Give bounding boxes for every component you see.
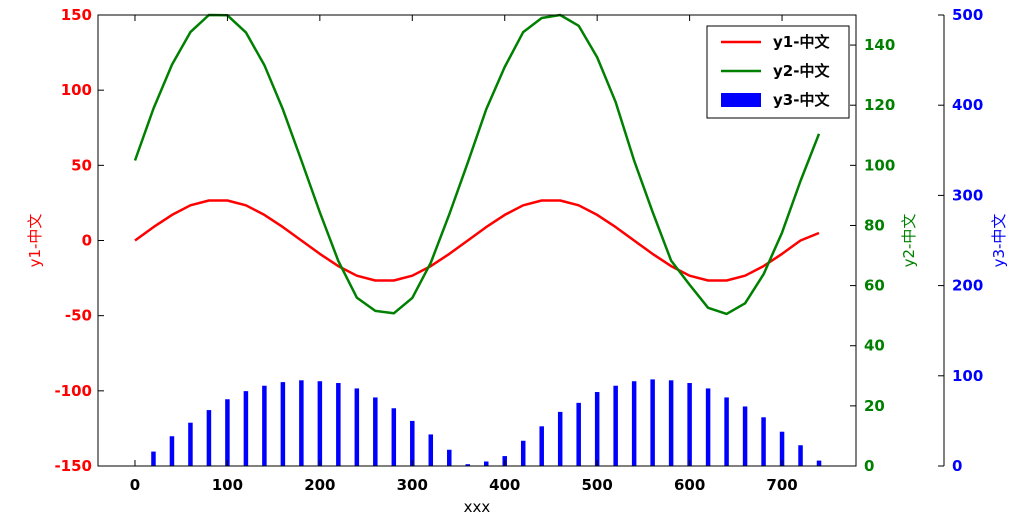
y3-bar bbox=[650, 379, 655, 466]
x-tick-label: 700 bbox=[766, 476, 797, 494]
y3-tick-label: 200 bbox=[952, 277, 983, 295]
y3-bar bbox=[594, 392, 600, 466]
y3-bar bbox=[169, 436, 175, 466]
y3-bar bbox=[299, 380, 304, 466]
legend-label-y3: y3-中文 bbox=[773, 91, 830, 109]
y1-line-series bbox=[134, 199, 820, 282]
y3-axis-label: y3-中文 bbox=[990, 214, 1008, 268]
y2-tick-label: 0 bbox=[864, 457, 874, 475]
y3-tick-label: 0 bbox=[952, 457, 962, 475]
line-series-layer bbox=[133, 13, 821, 316]
y2-tick-label: 140 bbox=[864, 36, 895, 54]
x-axis-label: xxx bbox=[464, 498, 491, 516]
y3-bar bbox=[724, 397, 729, 466]
y3-tick-label: 300 bbox=[952, 186, 983, 204]
y3-bar bbox=[188, 422, 193, 466]
y1-axis-label: y1-中文 bbox=[26, 214, 44, 268]
y1-tick-label: 100 bbox=[61, 81, 92, 99]
y3-bar-series bbox=[151, 379, 822, 466]
y1-tick-label: 50 bbox=[71, 156, 92, 174]
y3-bar bbox=[280, 382, 286, 466]
x-tick-label: 400 bbox=[489, 476, 520, 494]
y3-bar bbox=[354, 388, 360, 466]
y3-bar bbox=[520, 440, 526, 466]
y3-bar bbox=[816, 460, 822, 466]
y2-tick-label: 60 bbox=[864, 277, 885, 295]
y3-bar bbox=[391, 408, 397, 466]
axes-layer: 0 100 200 300 400 500 600 700-150-100-500501001… bbox=[54, 6, 983, 494]
y3-bar bbox=[798, 445, 803, 466]
y2-tick-label: 100 bbox=[864, 156, 895, 174]
y2-axis-label: y2-中文 bbox=[900, 214, 918, 268]
y3-bar bbox=[613, 385, 618, 466]
y1-tick-label: -150 bbox=[54, 457, 92, 475]
x-tick-label: 300 bbox=[397, 476, 428, 494]
y3-bar bbox=[705, 388, 711, 466]
x-tick-label: 100 bbox=[212, 476, 243, 494]
y1-tick-label: -100 bbox=[54, 382, 92, 400]
y1-tick-label: -50 bbox=[65, 307, 92, 325]
y3-bar bbox=[262, 385, 267, 466]
y3-bar bbox=[206, 410, 212, 466]
y2-tick-label: 40 bbox=[864, 337, 885, 355]
x-tick-label: 0 bbox=[130, 476, 140, 494]
y3-bar bbox=[761, 417, 766, 466]
y3-bar bbox=[668, 380, 674, 466]
y2-tick-label: 20 bbox=[864, 397, 885, 415]
y3-bar bbox=[687, 383, 692, 466]
legend: y1-中文 y2-中文 y3-中文 bbox=[706, 25, 850, 119]
y3-bar bbox=[576, 402, 581, 466]
y3-bar bbox=[317, 381, 323, 466]
y3-bar bbox=[151, 451, 156, 466]
x-tick-label: 200 bbox=[304, 476, 335, 494]
y3-bar bbox=[483, 461, 489, 466]
y3-bar bbox=[631, 381, 637, 466]
y1-tick-label: 0 bbox=[82, 232, 92, 250]
y3-bar bbox=[428, 434, 434, 466]
y2-line-series bbox=[133, 13, 821, 316]
legend-label-y1: y1-中文 bbox=[773, 33, 830, 51]
y1-tick-label: 150 bbox=[61, 6, 92, 24]
y3-bar bbox=[410, 420, 415, 466]
y3-bar bbox=[539, 426, 544, 466]
x-tick-label: 500 bbox=[582, 476, 613, 494]
y3-bar bbox=[779, 431, 785, 466]
y3-bar bbox=[557, 411, 563, 466]
legend-swatch-y3 bbox=[721, 93, 761, 107]
y2-tick-label: 120 bbox=[864, 96, 895, 114]
y3-tick-label: 500 bbox=[952, 6, 983, 24]
y3-bar bbox=[447, 449, 452, 466]
y3-bar bbox=[225, 399, 230, 466]
y3-tick-label: 100 bbox=[952, 367, 983, 385]
y3-bar bbox=[336, 383, 341, 466]
y3-bar bbox=[373, 397, 378, 466]
y3-bar bbox=[465, 464, 471, 466]
legend-label-y2: y2-中文 bbox=[773, 62, 830, 80]
y2-tick-label: 80 bbox=[864, 216, 885, 234]
y3-tick-label: 400 bbox=[952, 96, 983, 114]
y3-bar bbox=[243, 391, 249, 466]
x-tick-label: 600 bbox=[674, 476, 705, 494]
y3-bar bbox=[742, 406, 748, 466]
